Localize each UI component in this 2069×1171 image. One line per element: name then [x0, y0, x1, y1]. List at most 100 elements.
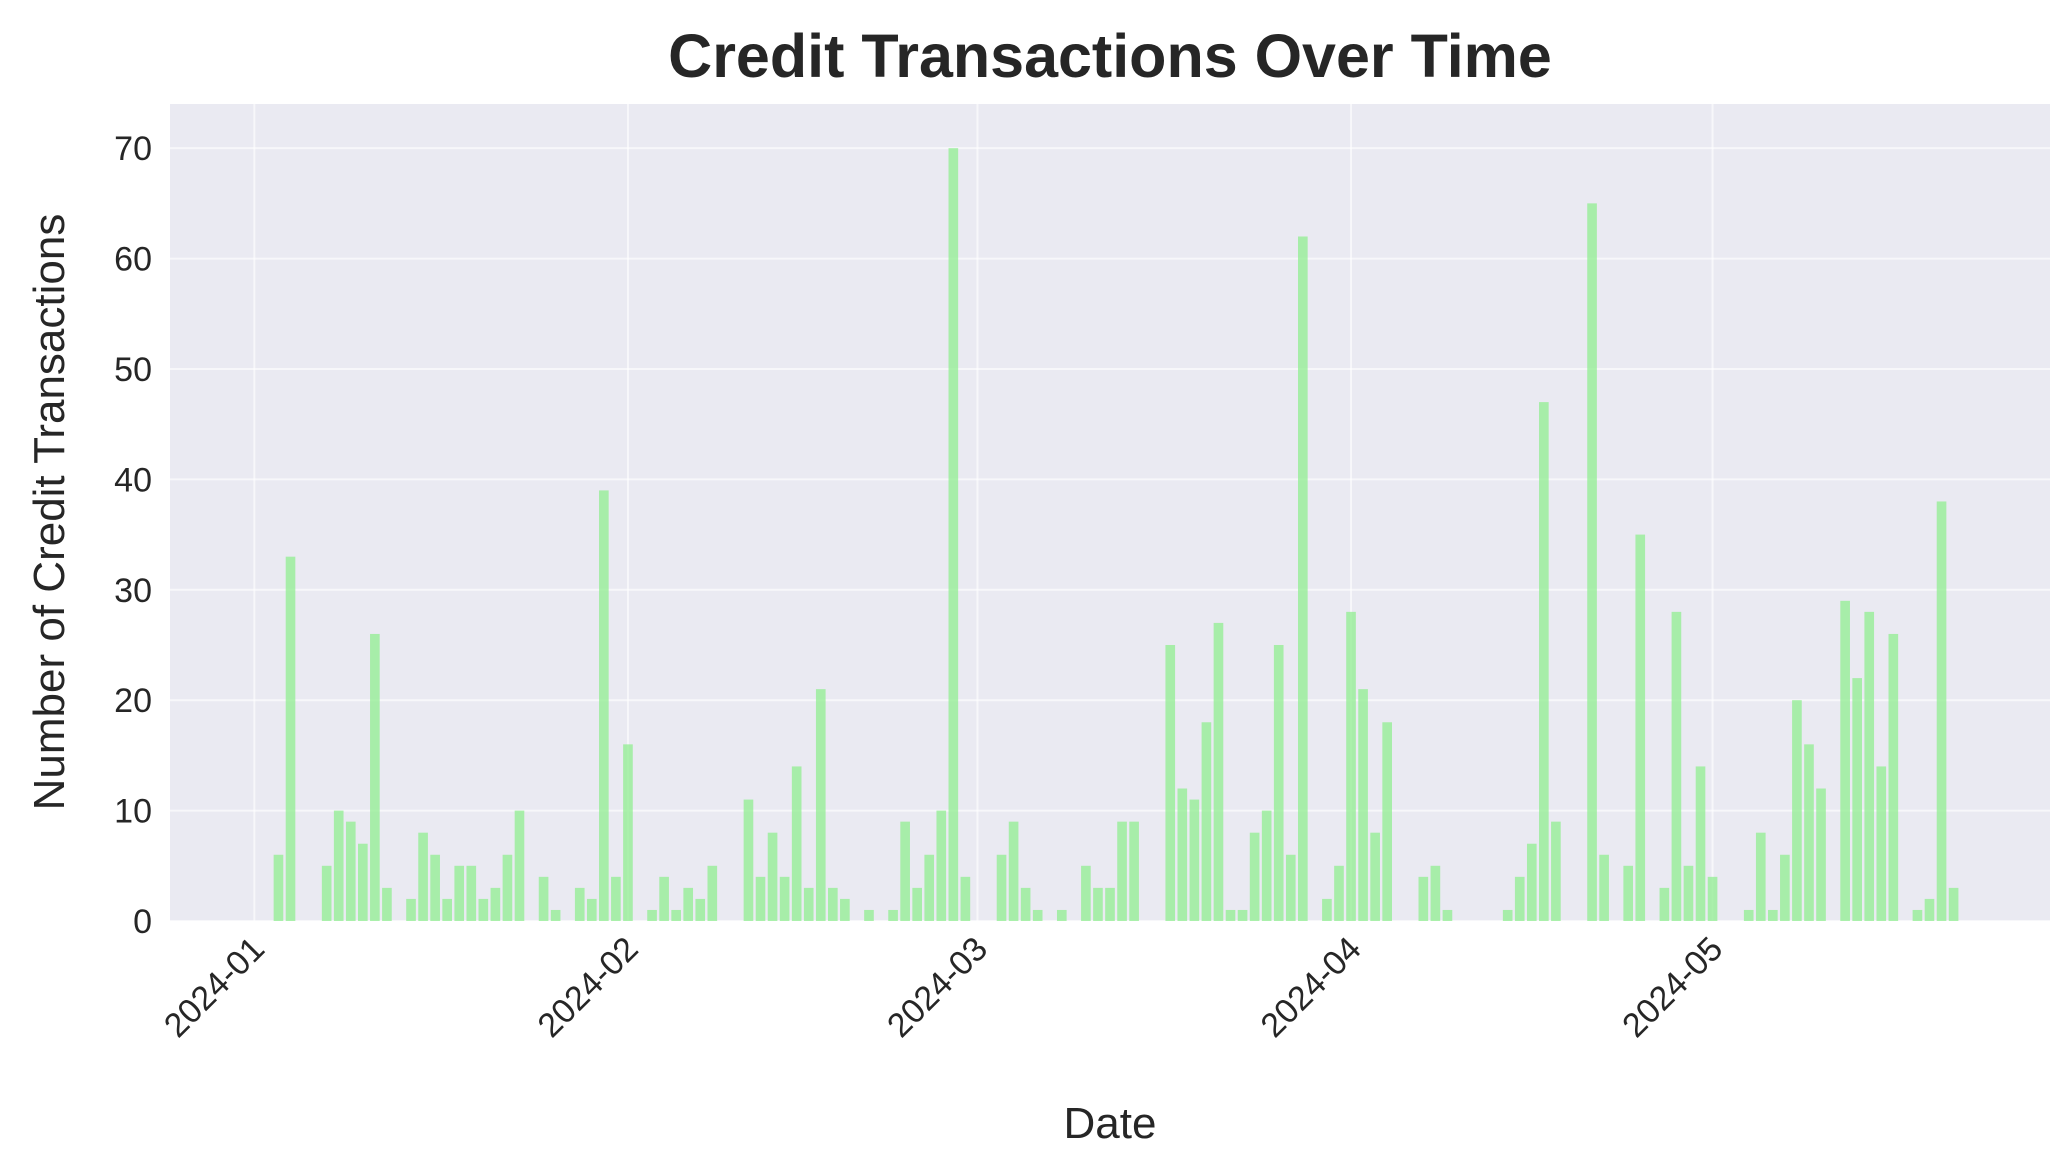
- bar: [996, 854, 1007, 921]
- bar: [1768, 909, 1778, 921]
- bar: [695, 898, 706, 921]
- bar: [1671, 611, 1682, 921]
- bar: [599, 490, 609, 921]
- bar: [840, 898, 850, 921]
- plot-area: [170, 104, 2050, 921]
- bar: [1816, 788, 1826, 921]
- y-axis-label: Number of Credit Transactions: [25, 214, 74, 811]
- bar: [1334, 865, 1344, 921]
- y-axis-ticks: 0 10 20 30 40 50 60 70: [114, 130, 152, 941]
- bar: [466, 865, 477, 921]
- bar: [1201, 722, 1212, 921]
- bar: [888, 909, 898, 921]
- bar: [1093, 887, 1103, 921]
- bar: [1695, 766, 1706, 921]
- x-axis-label: Date: [1064, 1099, 1157, 1148]
- bar: [273, 854, 284, 921]
- bar: [358, 843, 368, 921]
- bar: [1755, 832, 1766, 921]
- bar: [1635, 534, 1646, 921]
- bar: [948, 148, 959, 921]
- bar: [647, 909, 657, 921]
- bar: [574, 887, 585, 921]
- bar: [502, 854, 513, 921]
- bar: [1370, 832, 1380, 921]
- bar: [1285, 854, 1296, 921]
- bar: [815, 689, 826, 921]
- bar: [1804, 744, 1814, 921]
- bar: [1864, 611, 1875, 921]
- bar: [1852, 678, 1862, 921]
- bar: [755, 876, 766, 921]
- bar: [924, 854, 935, 921]
- bar: [1743, 909, 1754, 921]
- bar: [779, 876, 790, 921]
- bar: [912, 887, 922, 921]
- bar: [1888, 633, 1899, 921]
- bar: [1912, 909, 1923, 921]
- y-tick-label: 30: [114, 572, 152, 610]
- bar: [1298, 236, 1308, 922]
- bar: [828, 887, 838, 921]
- bar: [454, 865, 465, 921]
- bar: [1840, 600, 1850, 921]
- bar: [514, 810, 525, 921]
- bar: [406, 898, 416, 921]
- bar: [586, 898, 597, 921]
- bar: [707, 865, 718, 921]
- bar: [1020, 887, 1031, 921]
- y-tick-label: 50: [114, 351, 152, 389]
- bar: [1129, 821, 1139, 921]
- bar: [1189, 799, 1200, 921]
- bar: [285, 556, 296, 921]
- bar: [1526, 843, 1537, 921]
- y-tick-label: 40: [114, 461, 152, 499]
- x-tick-label: 2024-05: [1615, 930, 1730, 1045]
- bar: [767, 832, 778, 921]
- bar: [623, 744, 633, 921]
- bar: [1322, 898, 1332, 921]
- bar: [382, 887, 392, 921]
- x-tick-label: 2024-02: [531, 930, 646, 1045]
- bar: [1346, 611, 1356, 921]
- bar: [550, 909, 561, 921]
- bar: [936, 810, 947, 921]
- y-tick-label: 70: [114, 130, 152, 168]
- bar: [1683, 865, 1694, 921]
- bar: [1225, 909, 1236, 921]
- bar: [1382, 722, 1392, 921]
- bars: [273, 148, 1959, 922]
- bar: [1539, 402, 1549, 921]
- y-tick-label: 10: [114, 793, 152, 831]
- bar: [538, 876, 549, 921]
- bar: [659, 876, 669, 921]
- bar: [1430, 865, 1441, 921]
- bar: [1105, 887, 1115, 921]
- bar: [803, 887, 814, 921]
- y-tick-label: 20: [114, 682, 152, 720]
- bar: [1249, 832, 1260, 921]
- bar: [1165, 644, 1176, 921]
- bar: [1936, 501, 1947, 921]
- bar: [1502, 909, 1513, 921]
- bar: [864, 909, 874, 921]
- bar: [1707, 876, 1718, 921]
- bar: [1008, 821, 1019, 921]
- x-tick-label: 2024-04: [1254, 930, 1369, 1045]
- bar: [1876, 766, 1887, 921]
- bar: [1792, 700, 1802, 921]
- bar: [960, 876, 971, 921]
- bar: [1924, 898, 1935, 921]
- bar: [1780, 854, 1790, 921]
- bar: [683, 887, 694, 921]
- bar: [791, 766, 802, 921]
- bar: [1659, 887, 1670, 921]
- bar: [1587, 203, 1597, 921]
- bar: [1273, 644, 1284, 921]
- y-tick-label: 60: [114, 241, 152, 279]
- bar: [1358, 689, 1368, 921]
- bar: [1177, 788, 1188, 921]
- bar: [1623, 865, 1634, 921]
- bar: [370, 633, 380, 921]
